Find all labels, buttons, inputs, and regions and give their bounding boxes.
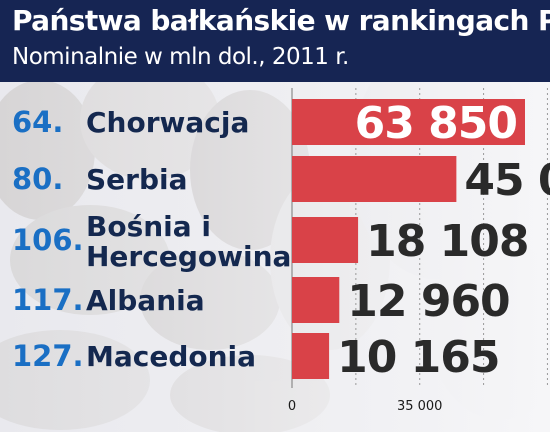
country-label: Albania — [86, 284, 205, 317]
chart-title: Państwa bałkańskie w rankingach PKB — [12, 4, 550, 37]
country-label: Serbia — [86, 163, 188, 196]
country-label: Bośnia i — [86, 210, 211, 243]
value-label: 45 043 — [464, 155, 550, 206]
rank-label: 64. — [12, 105, 63, 139]
value-label: 18 108 — [366, 216, 528, 267]
x-tick-label: 35 000 — [397, 399, 443, 414]
rank-label: 106. — [12, 223, 84, 257]
country-label: Macedonia — [86, 340, 256, 373]
rank-label: 127. — [12, 339, 84, 373]
rank-label: 80. — [12, 162, 63, 196]
x-axis: 0 35 000 — [288, 399, 443, 414]
header-banner: Państwa bałkańskie w rankingach PKB Nomi… — [0, 0, 550, 82]
bar — [292, 156, 457, 202]
bar — [292, 277, 340, 323]
country-label: Hercegowina — [86, 240, 291, 273]
country-label: Chorwacja — [86, 106, 249, 139]
value-label: 63 850 — [355, 98, 517, 149]
bar — [292, 99, 525, 145]
x-tick-label: 0 — [288, 399, 296, 414]
value-label: 10 165 — [337, 332, 499, 383]
chart-subtitle: Nominalnie w mln dol., 2011 r. — [12, 44, 349, 70]
bar — [292, 333, 330, 379]
value-label: 12 960 — [347, 276, 509, 327]
rank-label: 117. — [12, 283, 84, 317]
bar — [292, 217, 359, 263]
bars — [292, 99, 525, 379]
